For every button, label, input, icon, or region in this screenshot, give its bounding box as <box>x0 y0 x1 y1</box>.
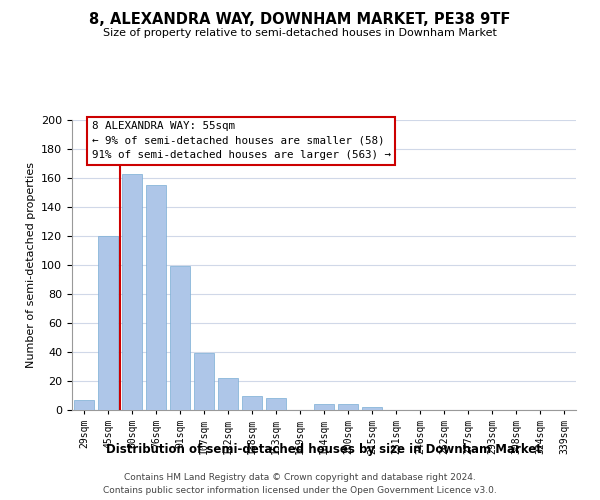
Text: Contains public sector information licensed under the Open Government Licence v3: Contains public sector information licen… <box>103 486 497 495</box>
Text: 8, ALEXANDRA WAY, DOWNHAM MARKET, PE38 9TF: 8, ALEXANDRA WAY, DOWNHAM MARKET, PE38 9… <box>89 12 511 28</box>
Text: Distribution of semi-detached houses by size in Downham Market: Distribution of semi-detached houses by … <box>106 442 542 456</box>
Bar <box>98 236 118 410</box>
Bar <box>74 400 94 410</box>
Bar <box>338 404 358 410</box>
Bar <box>362 407 382 410</box>
Text: 8 ALEXANDRA WAY: 55sqm
← 9% of semi-detached houses are smaller (58)
91% of semi: 8 ALEXANDRA WAY: 55sqm ← 9% of semi-deta… <box>92 122 391 160</box>
Y-axis label: Number of semi-detached properties: Number of semi-detached properties <box>26 162 35 368</box>
Bar <box>314 404 334 410</box>
Bar <box>194 354 214 410</box>
Bar <box>242 396 262 410</box>
Bar <box>266 398 286 410</box>
Text: Size of property relative to semi-detached houses in Downham Market: Size of property relative to semi-detach… <box>103 28 497 38</box>
Bar <box>122 174 142 410</box>
Bar <box>146 185 166 410</box>
Text: Contains HM Land Registry data © Crown copyright and database right 2024.: Contains HM Land Registry data © Crown c… <box>124 472 476 482</box>
Bar <box>218 378 238 410</box>
Bar <box>170 266 190 410</box>
